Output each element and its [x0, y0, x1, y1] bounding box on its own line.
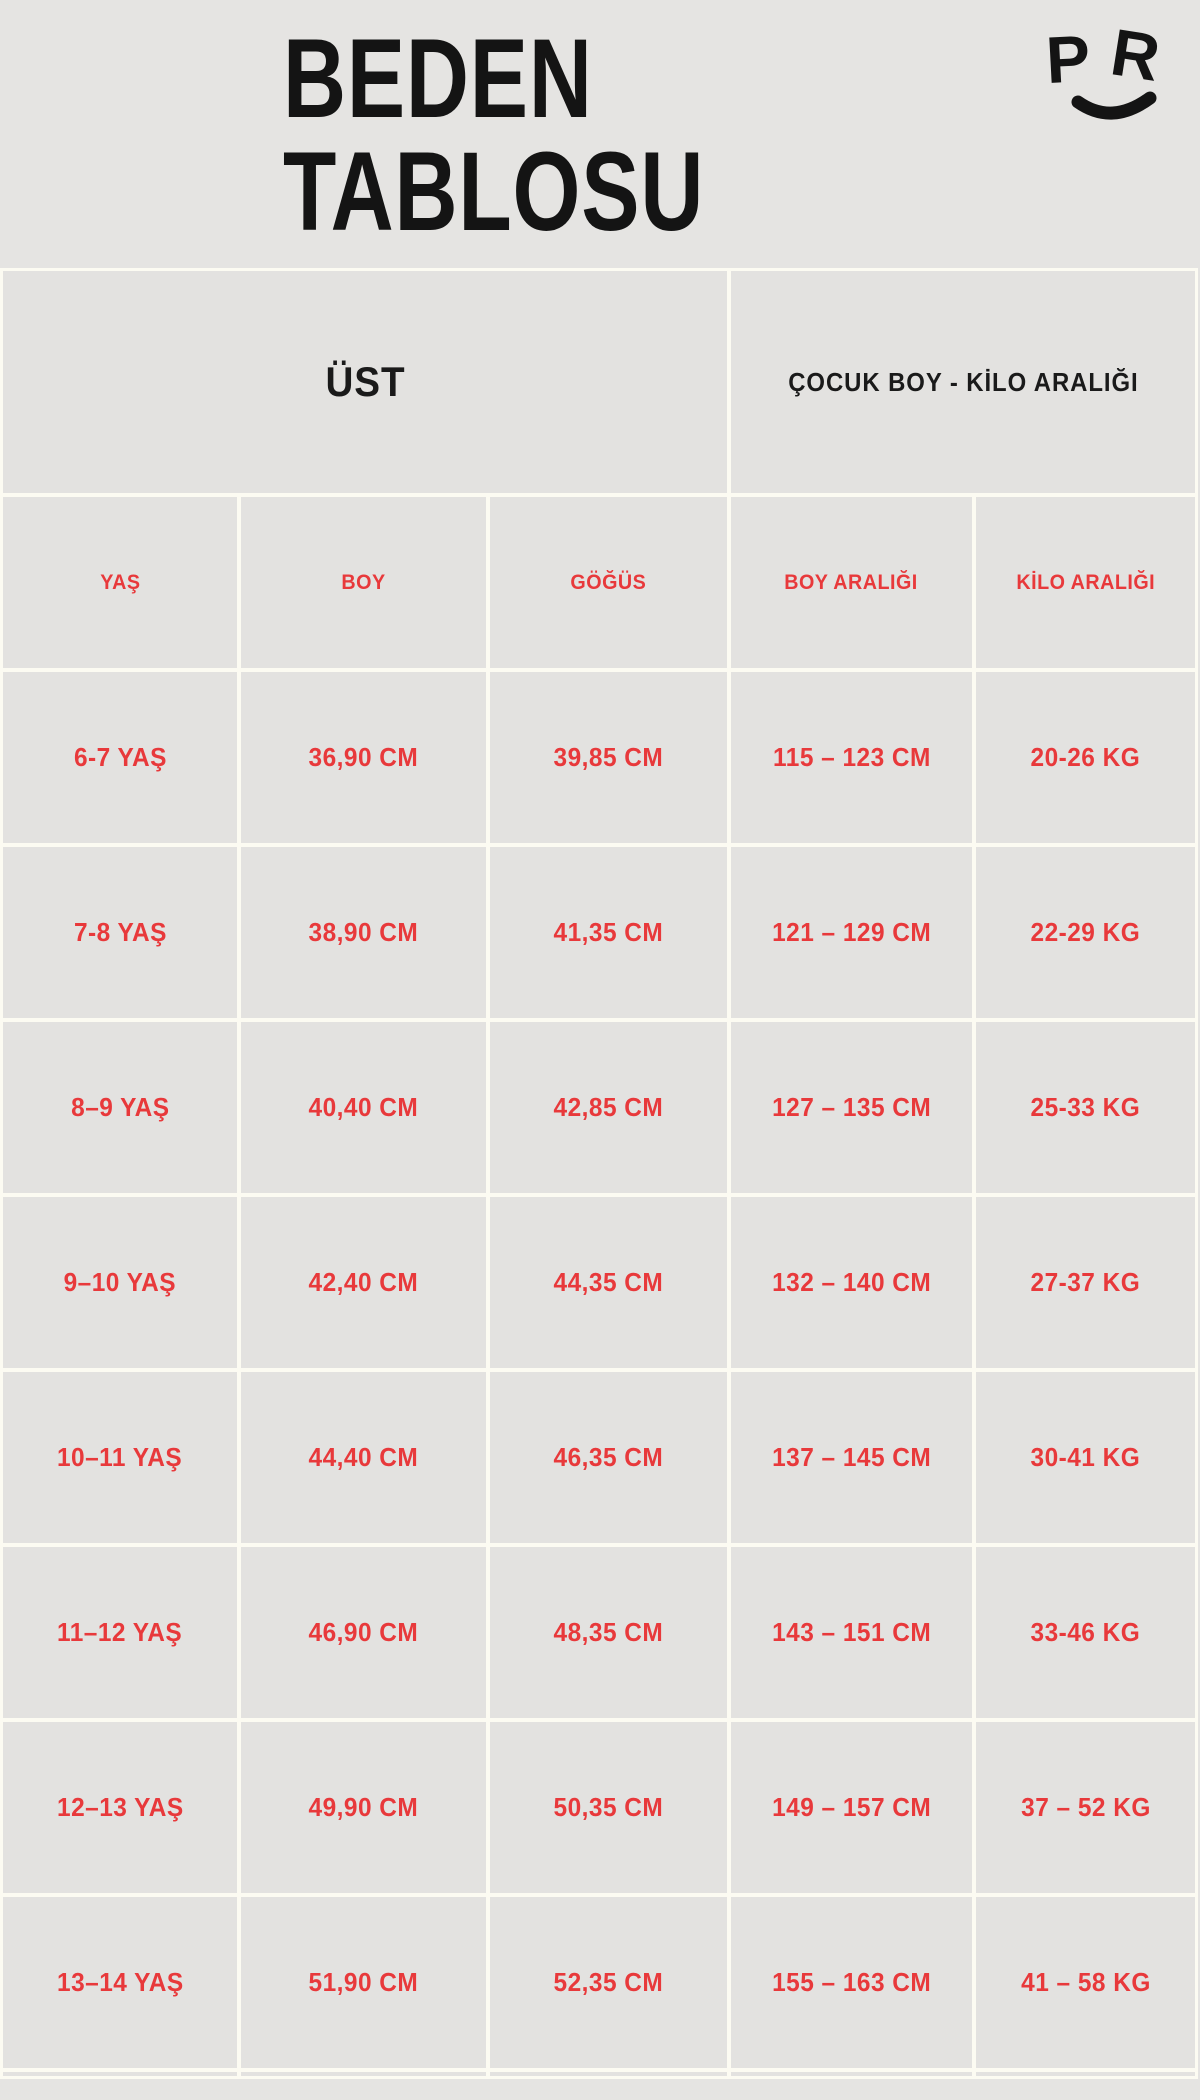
- table-cell: 40,40 CM: [241, 1022, 486, 1193]
- table-cell: 9–10 YAŞ: [3, 1197, 237, 1368]
- table-cell: 13–14 YAŞ: [3, 1897, 237, 2068]
- table-cell: 46,90 CM: [241, 1547, 486, 1718]
- table-cell: 50,35 CM: [490, 1722, 727, 1893]
- table-cell: 48,35 CM: [490, 1547, 727, 1718]
- table-cell: 22-29 KG: [976, 847, 1195, 1018]
- pr-smile-logo: P R: [1038, 14, 1188, 130]
- table-cell: 33-46 KG: [976, 1547, 1195, 1718]
- column-header-gogus: GÖĞÜS: [490, 497, 727, 668]
- table-cell: 36,90 CM: [241, 672, 486, 843]
- pr-smile-logo-icon: P R: [1044, 14, 1165, 120]
- table-cell: 137 – 145 CM: [731, 1372, 972, 1543]
- table-cell-sliver: [3, 2072, 237, 2076]
- table-cell: 6-7 YAŞ: [3, 672, 237, 843]
- group-header-cocuk-boy-kilo: ÇOCUK BOY - KİLO ARALIĞI: [731, 271, 1195, 493]
- table-cell: 115 – 123 CM: [731, 672, 972, 843]
- table-cell: 155 – 163 CM: [731, 1897, 972, 2068]
- table-cell: 42,40 CM: [241, 1197, 486, 1368]
- size-table: ÜST ÇOCUK BOY - KİLO ARALIĞI YAŞ BOY GÖĞ…: [0, 268, 1198, 2079]
- group-header-ust-label: ÜST: [324, 358, 406, 405]
- smile-arc-icon: [1071, 91, 1157, 120]
- table-cell: 10–11 YAŞ: [3, 1372, 237, 1543]
- table-cell: 7-8 YAŞ: [3, 847, 237, 1018]
- table-cell: 30-41 KG: [976, 1372, 1195, 1543]
- page-title-line1: BEDEN: [283, 16, 593, 141]
- table-cell-sliver: [241, 2072, 486, 2076]
- table-cell: 12–13 YAŞ: [3, 1722, 237, 1893]
- logo-letter-p: P: [1044, 21, 1092, 97]
- table-cell: 39,85 CM: [490, 672, 727, 843]
- table-cell: 42,85 CM: [490, 1022, 727, 1193]
- table-cell-sliver: [976, 2072, 1195, 2076]
- table-cell: 44,40 CM: [241, 1372, 486, 1543]
- table-cell: 143 – 151 CM: [731, 1547, 972, 1718]
- table-cell: 132 – 140 CM: [731, 1197, 972, 1368]
- page-title: BEDEN TABLOSU: [283, 22, 704, 248]
- column-header-boy-araligi: BOY ARALIĞI: [731, 497, 972, 668]
- table-cell: 49,90 CM: [241, 1722, 486, 1893]
- page-title-line2: TABLOSU: [283, 129, 705, 254]
- table-cell: 149 – 157 CM: [731, 1722, 972, 1893]
- table-cell: 44,35 CM: [490, 1197, 727, 1368]
- table-cell: 41,35 CM: [490, 847, 727, 1018]
- table-cell: 8–9 YAŞ: [3, 1022, 237, 1193]
- column-header-boy: BOY: [241, 497, 486, 668]
- table-cell: 27-37 KG: [976, 1197, 1195, 1368]
- table-cell: 20-26 KG: [976, 672, 1195, 843]
- column-header-yas: YAŞ: [3, 497, 237, 668]
- table-cell-sliver: [490, 2072, 727, 2076]
- table-cell: 25-33 KG: [976, 1022, 1195, 1193]
- column-header-kilo-araligi: KİLO ARALIĞI: [976, 497, 1195, 668]
- group-header-ust: ÜST: [3, 271, 727, 493]
- table-cell: 46,35 CM: [490, 1372, 727, 1543]
- group-header-cocuk-label: ÇOCUK BOY - KİLO ARALIĞI: [787, 366, 1139, 397]
- table-cell-sliver: [731, 2072, 972, 2076]
- table-cell: 52,35 CM: [490, 1897, 727, 2068]
- table-cell: 127 – 135 CM: [731, 1022, 972, 1193]
- table-cell: 37 – 52 KG: [976, 1722, 1195, 1893]
- table-cell: 51,90 CM: [241, 1897, 486, 2068]
- logo-letter-r: R: [1106, 18, 1165, 95]
- table-cell: 11–12 YAŞ: [3, 1547, 237, 1718]
- table-cell: 41 – 58 KG: [976, 1897, 1195, 2068]
- table-cell: 121 – 129 CM: [731, 847, 972, 1018]
- table-cell: 38,90 CM: [241, 847, 486, 1018]
